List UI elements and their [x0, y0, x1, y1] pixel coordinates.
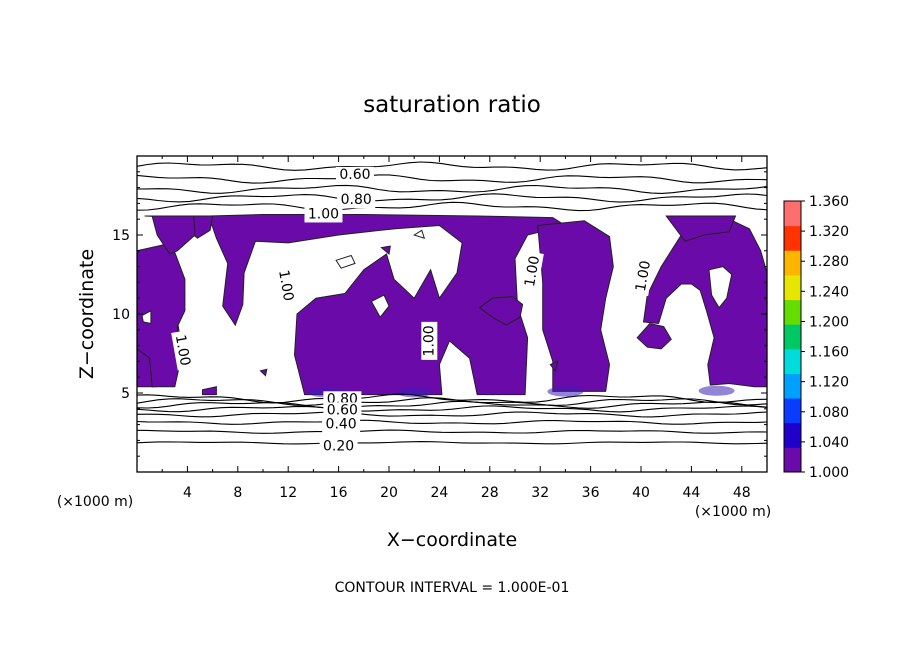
y-axis-label: Z−coordinate	[76, 249, 98, 379]
colorbar-frame	[783, 200, 802, 473]
colorbar-swatch-11	[784, 201, 801, 227]
contour-label-12: 0.20	[323, 439, 354, 455]
colorbar: 1.360 1.320 1.280 1.240 1.200 1.160 1.120 1.080…	[783, 194, 849, 481]
clear-pocket-1	[708, 266, 733, 309]
chart-title: saturation ratio	[363, 92, 541, 118]
x-tick-label-20: 20	[380, 485, 398, 501]
colorbar-label-8: 1.080	[809, 405, 849, 421]
cloud-region-13	[380, 245, 391, 255]
contour-lower-8	[136, 393, 768, 404]
contour-lower-1	[136, 441, 768, 445]
y-axis-ticks: 5 10 15	[112, 171, 767, 457]
contour-label-4: 1.00	[522, 255, 543, 288]
cloud-region-6	[537, 220, 614, 392]
colorbar-label-10: 1.000	[809, 465, 849, 481]
colorbar-label-4: 1.240	[809, 284, 849, 300]
x-tick-label-36: 36	[582, 485, 600, 501]
cloud-region-8	[642, 215, 768, 388]
clear-pocket-3	[335, 254, 356, 269]
cloud-base-shade-2	[396, 387, 433, 398]
cloud-region-11	[202, 386, 217, 396]
x-axis-ticks: 4 8 12 16 20 24 28 32 36 40 44 48	[161, 156, 751, 501]
contour-upper-1	[136, 161, 768, 171]
contour-label-5: 1.00	[633, 259, 654, 292]
contour-lines	[136, 161, 768, 445]
y-tick-label-10: 10	[112, 307, 130, 323]
colorbar-swatch-2	[784, 422, 801, 448]
contour-lower-5	[136, 405, 768, 413]
x-tick-label-16: 16	[330, 485, 348, 501]
colorbar-label-3: 1.280	[809, 254, 849, 270]
cloud-region-7	[478, 296, 524, 326]
contour-upper-4	[136, 193, 768, 203]
contour-label-6: 1.00	[275, 269, 296, 302]
colorbar-label-7: 1.120	[809, 375, 849, 391]
cloud-region-5	[151, 215, 196, 255]
colorbar-label-1: 1.360	[809, 194, 849, 210]
plot-area: 0.600.801.001.00 1.001.001.00 1.000.800.60…	[112, 155, 768, 501]
supersaturated-regions	[136, 214, 768, 398]
colorbar-swatch-3	[784, 398, 801, 424]
cloud-base-shade-4	[698, 385, 735, 396]
x-tick-label-32: 32	[531, 485, 549, 501]
x-tick-label-40: 40	[632, 485, 650, 501]
colorbar-swatch-7	[784, 299, 801, 325]
x-tick-label-28: 28	[481, 485, 499, 501]
colorbar-swatch-1	[784, 447, 801, 473]
colorbar-swatch-6	[784, 324, 801, 350]
cloud-region-14	[549, 360, 559, 372]
clear-pocket-2	[370, 294, 390, 319]
x-tick-label-24: 24	[430, 485, 448, 501]
x-tick-label-12: 12	[279, 485, 297, 501]
x-unit-label: (×1000 m)	[695, 504, 771, 520]
colorbar-swatch-10	[784, 225, 801, 251]
x-tick-label-44: 44	[682, 485, 700, 501]
x-tick-label-4: 4	[183, 485, 192, 501]
x-axis-label: X−coordinate	[387, 529, 517, 551]
clear-pocket-4	[413, 229, 426, 239]
contour-lower-4	[136, 411, 768, 418]
contour-labels: 0.600.801.001.00 1.001.001.00 1.000.800.60…	[171, 166, 655, 455]
colorbar-label-6: 1.160	[809, 345, 849, 361]
contour-label-1: 0.60	[339, 167, 370, 183]
contour-interval-note: CONTOUR INTERVAL = 1.000E-01	[335, 580, 570, 596]
contour-label-2: 0.80	[341, 192, 372, 208]
cloud-region-10	[636, 322, 672, 350]
clear-pocket-5	[141, 309, 152, 325]
colorbar-swatch-4	[784, 373, 801, 399]
y-tick-label-5: 5	[121, 386, 130, 402]
cloud-region-9	[665, 215, 737, 242]
contour-lower-3	[136, 419, 768, 425]
y-unit-label: (×1000 m)	[57, 494, 133, 510]
cloud-base-shade-3	[547, 386, 584, 397]
contour-label-10: 0.60	[327, 402, 358, 418]
contour-label-11: 0.40	[326, 417, 357, 433]
colorbar-swatch-8	[784, 274, 801, 301]
colorbar-label-2: 1.320	[809, 224, 849, 240]
colorbar-label-9: 1.040	[809, 435, 849, 451]
contour-lower-2	[136, 429, 768, 434]
colorbar-label-5: 1.200	[809, 314, 849, 330]
cloud-region-12	[259, 368, 268, 377]
contour-upper-3	[136, 184, 768, 194]
contour-upper-2	[136, 174, 768, 184]
y-tick-label-15: 15	[112, 228, 130, 244]
contour-label-3: 1.00	[308, 206, 339, 222]
x-tick-label-48: 48	[733, 485, 751, 501]
contour-lower-6	[136, 400, 768, 409]
contour-upper-5	[136, 201, 768, 212]
contour-label-7: 1.00	[172, 334, 193, 367]
contour-label-8: 1.00	[421, 325, 437, 356]
colorbar-swatch-5	[784, 348, 801, 374]
x-tick-label-8: 8	[233, 485, 242, 501]
colorbar-swatch-9	[784, 250, 801, 276]
